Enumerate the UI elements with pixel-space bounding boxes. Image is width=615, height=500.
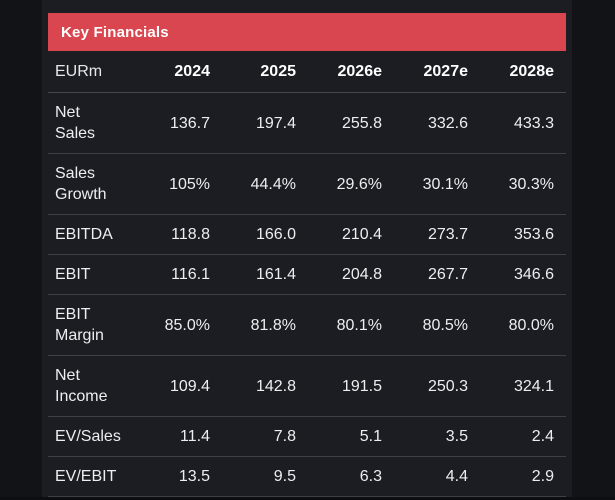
- row-label: EBIT Margin: [55, 306, 104, 344]
- table-title-bar: Key Financials: [48, 13, 566, 51]
- cell-value: 210.4: [341, 226, 382, 243]
- table-row-ebitda: EBITDA 118.8 166.0 210.4 273.7 353.6: [48, 215, 566, 255]
- table-row-ebit-margin: EBIT Margin 85.0% 81.8% 80.1% 80.5% 80.0…: [48, 295, 566, 356]
- cell-value: 80.0%: [508, 316, 554, 334]
- cell-value: 80.5%: [422, 316, 468, 334]
- cell-value: 109.4: [169, 377, 210, 395]
- cell-value: 6.3: [359, 468, 382, 485]
- row-label: EV/EBIT: [55, 468, 117, 485]
- cell-value: 44.4%: [250, 175, 296, 193]
- column-header-2028e: 2028e: [509, 63, 555, 80]
- cell-value: 11.4: [180, 428, 210, 445]
- cell-value: 4.4: [445, 468, 468, 485]
- cell-value: 3.5: [445, 428, 468, 445]
- cell-value: 191.5: [341, 377, 382, 395]
- table-title: Key Financials: [61, 23, 169, 41]
- cell-value: 267.7: [427, 266, 468, 283]
- cell-value: 166.0: [255, 226, 296, 243]
- row-label: Net Sales: [55, 104, 96, 142]
- cell-value: 161.4: [255, 266, 296, 283]
- cell-value: 85.0%: [164, 316, 210, 334]
- cell-spacer: [554, 417, 566, 457]
- cell-spacer: [554, 295, 566, 356]
- column-header-unit: EURm: [55, 63, 103, 80]
- column-header-2026e: 2026e: [337, 63, 383, 80]
- cell-value: 332.6: [427, 114, 468, 132]
- cell-value: 324.1: [513, 377, 554, 395]
- cell-value: 5.1: [359, 428, 382, 445]
- cell-value: 353.6: [513, 226, 554, 243]
- row-label: Net Income: [55, 367, 108, 405]
- cell-spacer: [554, 154, 566, 215]
- cell-spacer: [554, 215, 566, 255]
- cell-value: 2.9: [531, 468, 554, 485]
- cell-value: 142.8: [255, 377, 296, 395]
- cell-value: 433.3: [513, 114, 554, 132]
- table-row-net-sales: Net Sales 136.7 197.4 255.8 332.6 433.3: [48, 93, 566, 154]
- cell-value: 30.1%: [422, 175, 468, 193]
- cell-value: 30.3%: [508, 175, 554, 193]
- cell-value: 118.8: [171, 226, 210, 243]
- key-financials-table: EURm 2024 2025 2026e 2027e 2028e Net Sal…: [48, 51, 566, 497]
- table-header-row: EURm 2024 2025 2026e 2027e 2028e: [48, 51, 566, 93]
- table-row-ebit: EBIT 116.1 161.4 204.8 267.7 346.6: [48, 255, 566, 295]
- cell-value: 29.6%: [336, 175, 382, 193]
- cell-value: 136.7: [169, 114, 210, 132]
- bottom-edge-divider: [0, 497, 615, 500]
- table-row-net-income: Net Income 109.4 142.8 191.5 250.3 324.1: [48, 356, 566, 417]
- table-row-sales-growth: Sales Growth 105% 44.4% 29.6% 30.1% 30.3…: [48, 154, 566, 215]
- cell-value: 116.1: [171, 266, 210, 283]
- cell-value: 204.8: [341, 266, 382, 283]
- cell-value: 13.5: [178, 468, 210, 485]
- cell-value: 105%: [169, 175, 210, 193]
- row-label: EV/Sales: [55, 428, 121, 445]
- cell-value: 7.8: [273, 428, 296, 445]
- cell-value: 2.4: [531, 428, 554, 445]
- row-label: EBIT: [55, 266, 91, 283]
- cell-value: 9.5: [273, 468, 296, 485]
- column-header-2027e: 2027e: [423, 63, 469, 80]
- key-financials-panel: Key Financials EURm 2024 2025 2026e 2027…: [42, 0, 572, 500]
- cell-spacer: [554, 93, 566, 154]
- table-row-ev-ebit: EV/EBIT 13.5 9.5 6.3 4.4 2.9: [48, 457, 566, 497]
- cell-spacer: [554, 255, 566, 295]
- row-label: Sales Growth: [55, 165, 107, 203]
- table-row-ev-sales: EV/Sales 11.4 7.8 5.1 3.5 2.4: [48, 417, 566, 457]
- cell-value: 346.6: [513, 266, 554, 283]
- cell-spacer: [554, 356, 566, 417]
- cell-value: 250.3: [427, 377, 468, 395]
- column-header-2025: 2025: [260, 63, 296, 80]
- cell-value: 197.4: [255, 114, 296, 132]
- cell-value: 80.1%: [336, 316, 382, 334]
- cell-value: 273.7: [427, 226, 468, 243]
- cell-value: 81.8%: [250, 316, 296, 334]
- column-header-2024: 2024: [174, 63, 210, 80]
- cell-value: 255.8: [341, 114, 382, 132]
- cell-spacer: [554, 457, 566, 497]
- row-label: EBITDA: [55, 226, 113, 243]
- column-header-spacer: [554, 51, 566, 93]
